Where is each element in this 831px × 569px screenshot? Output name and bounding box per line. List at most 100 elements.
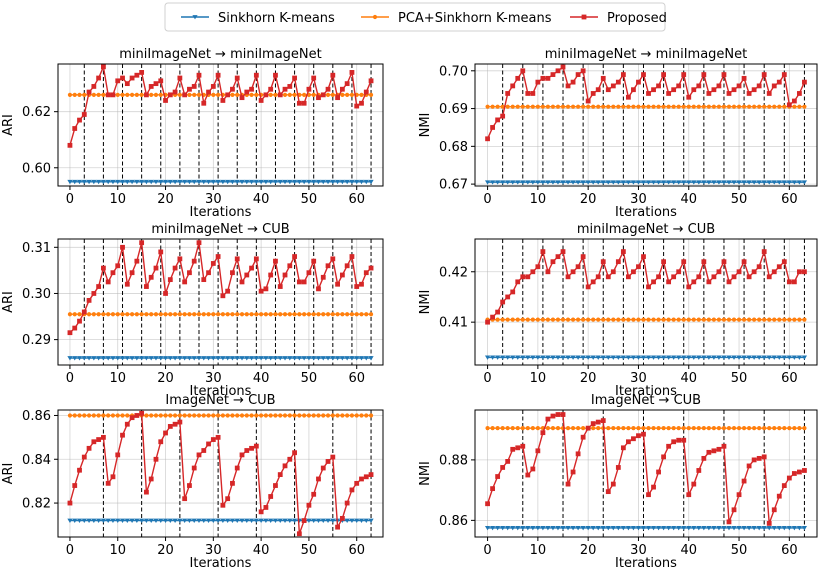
data-point (340, 92, 345, 97)
data-point (115, 179, 121, 185)
data-point (239, 279, 245, 285)
data-point (691, 526, 697, 531)
data-point (776, 79, 782, 85)
data-point (86, 297, 92, 303)
y-tick-label: 0.82 (22, 497, 51, 512)
data-point (124, 81, 130, 87)
data-point (576, 317, 581, 322)
data-point (349, 356, 355, 361)
y-tick-label: 0.62 (22, 105, 51, 120)
data-point (671, 180, 677, 185)
data-point (258, 509, 264, 515)
data-point (77, 413, 82, 418)
data-point (273, 258, 278, 264)
data-point (172, 179, 178, 185)
data-point (510, 355, 516, 360)
y-tick-label: 0.31 (22, 241, 51, 256)
data-point (86, 445, 92, 451)
y-tick-label: 0.30 (22, 287, 51, 302)
data-point (570, 469, 576, 475)
data-point (681, 437, 687, 443)
data-point (490, 125, 496, 130)
data-point (259, 413, 264, 418)
data-point (72, 413, 77, 418)
data-point (163, 312, 168, 317)
data-point (292, 75, 297, 81)
data-point (620, 180, 626, 185)
data-point (615, 180, 621, 185)
data-point (510, 289, 516, 295)
data-point (801, 355, 808, 360)
data-point (364, 312, 369, 317)
data-point (761, 180, 767, 185)
data-point (651, 426, 656, 431)
data-point (782, 317, 787, 322)
data-point (545, 75, 551, 81)
data-point (626, 426, 631, 431)
x-tick-label: 60 (348, 371, 365, 386)
data-point (555, 68, 561, 74)
data-point (143, 179, 150, 185)
data-point (752, 426, 757, 431)
data-point (258, 356, 264, 361)
data-point (91, 84, 97, 89)
data-point (306, 270, 312, 276)
data-point (716, 426, 722, 431)
data-point (72, 518, 78, 523)
data-point (485, 104, 490, 109)
data-point (490, 180, 496, 185)
data-point (761, 526, 767, 531)
data-point (666, 279, 672, 285)
data-point (216, 312, 221, 317)
data-point (139, 179, 145, 185)
data-point (306, 179, 312, 185)
data-point (751, 457, 757, 463)
data-point (177, 92, 182, 97)
data-point (721, 104, 727, 109)
data-point (716, 269, 722, 275)
data-point (540, 75, 546, 81)
data-point (711, 526, 717, 531)
data-point (661, 454, 667, 460)
data-point (681, 426, 686, 431)
data-point (631, 436, 636, 442)
data-point (505, 526, 511, 531)
data-point (726, 519, 732, 525)
data-point (273, 483, 278, 488)
data-point (158, 439, 164, 445)
data-point (363, 356, 369, 361)
data-point (671, 274, 677, 280)
data-point (172, 356, 178, 361)
data-point (368, 518, 374, 523)
data-point (595, 180, 601, 185)
data-point (249, 92, 254, 97)
data-point (134, 518, 140, 523)
data-point (580, 526, 586, 531)
data-point (239, 179, 245, 185)
data-point (134, 413, 140, 418)
data-point (777, 317, 782, 322)
data-point (776, 264, 782, 270)
data-point (555, 254, 561, 260)
data-point (363, 474, 369, 480)
data-point (201, 518, 207, 523)
y-tick-label: 0.29 (22, 333, 51, 348)
data-point (72, 126, 78, 131)
data-point (258, 288, 264, 294)
data-point (272, 356, 279, 361)
data-point (225, 92, 231, 98)
data-point (196, 518, 202, 523)
data-point (268, 518, 274, 523)
data-point (144, 413, 149, 418)
data-point (601, 104, 606, 109)
data-point (244, 413, 249, 418)
data-point (291, 518, 298, 523)
x-tick-label: 60 (781, 371, 798, 386)
data-point (596, 104, 601, 109)
data-point (490, 486, 496, 492)
data-point (106, 312, 111, 317)
data-point (696, 317, 701, 322)
data-point (86, 518, 92, 523)
data-point (600, 355, 606, 360)
data-point (253, 179, 259, 185)
